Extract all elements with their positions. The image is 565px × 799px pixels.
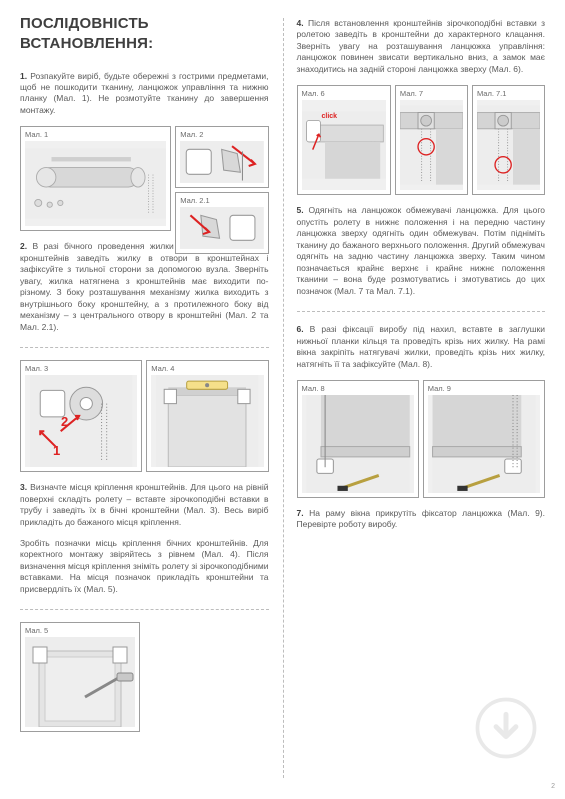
right-divider-1 [297,311,546,312]
figure-3-label: Мал. 3 [25,364,48,374]
step-3-text-a: 3. Визначте місця кріплення кронштейнів.… [20,482,269,528]
step-4-text: 4. Після встановлення кронштейнів зірочк… [297,18,546,75]
figure-6-label: Мал. 6 [302,89,325,99]
left-divider-2 [20,609,269,610]
figure-2: Мал. 2 [175,126,268,188]
figure-8: Мал. 8 [297,380,419,498]
step-7-text: 7. На раму вікна прикрутіть фіксатор лан… [297,508,546,531]
figure-4-label: Мал. 4 [151,364,174,374]
figure-9-label: Мал. 9 [428,384,451,394]
figure-1-label: Мал. 1 [25,130,48,140]
figure-7-label: Мал. 7 [400,89,423,99]
left-column: ПОСЛІДОВНІСТЬ ВСТАНОВЛЕННЯ: 1. Розпакуйт… [20,14,283,789]
figure-3-num-2: 2 [61,413,68,431]
step-6-lead: 6. [297,324,304,334]
click-label: click [322,112,338,121]
figure-7: Мал. 7 [395,85,468,195]
figure-9: Мал. 9 [423,380,545,498]
figure-2-1-label: Мал. 2.1 [180,196,209,206]
right-column: 4. Після встановлення кронштейнів зірочк… [283,14,546,789]
figure-3: Мал. 3 1 2 [20,360,142,472]
step-2-text: 2. В разі бічного проведення жилки перед… [20,241,269,333]
step-4-lead: 4. [297,18,304,28]
step-5-lead: 5. [297,205,304,215]
step-1-text: 1. Розпакуйте виріб, будьте обережні з г… [20,71,269,117]
figure-1: Мал. 1 [20,126,171,231]
figure-2-label: Мал. 2 [180,130,203,140]
page-title: ПОСЛІДОВНІСТЬ ВСТАНОВЛЕННЯ: [20,14,269,55]
step-6-text: 6. В разі фіксації виробу під нахил, вст… [297,324,546,370]
figure-8-label: Мал. 8 [302,384,325,394]
step-7-lead: 7. [297,508,304,518]
figure-6: Мал. 6 click [297,85,391,195]
page-number: 2 [551,782,555,791]
step-5-text: 5. Одягніть на ланцюжок обмежувачі ланцю… [297,205,546,297]
left-divider-1 [20,347,269,348]
watermark-icon [475,697,537,759]
figure-5: Мал. 5 [20,622,140,732]
step-3-text-b: Зробіть позначки місць кріплення бічних … [20,538,269,595]
figure-5-label: Мал. 5 [25,626,48,636]
figure-3-num-1: 1 [53,442,60,460]
figure-7-1: Мал. 7.1 [472,85,545,195]
figure-4: Мал. 4 [146,360,268,472]
figure-2-1: Мал. 2.1 [175,192,268,254]
figure-7-1-label: Мал. 7.1 [477,89,506,99]
